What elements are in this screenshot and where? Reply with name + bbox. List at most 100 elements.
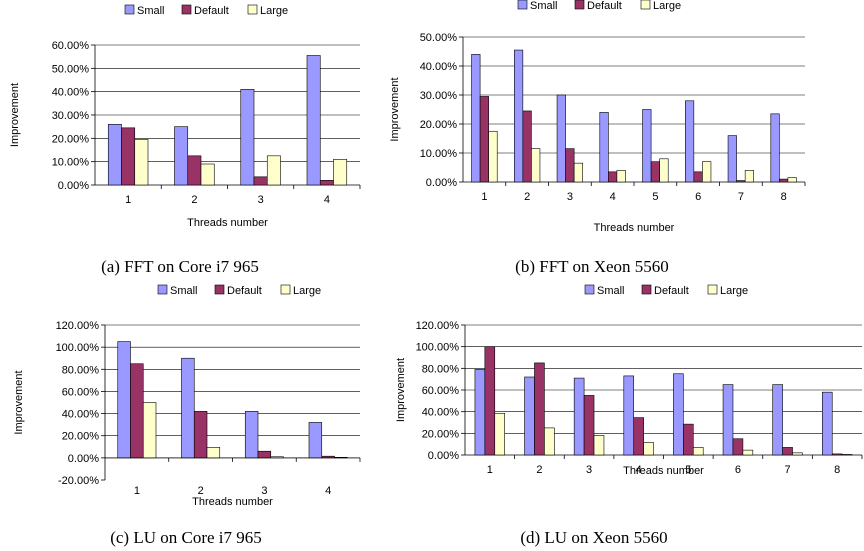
legend-label-default: Default [587, 0, 622, 12]
y-tick-label: 100.00% [416, 342, 460, 354]
bar-default-2 [187, 155, 202, 186]
bar-large-1 [134, 139, 149, 186]
bar-large-5 [692, 447, 704, 456]
x-tick-label: 1 [481, 191, 487, 203]
legend-label-large: Large [720, 285, 748, 297]
x-tick-label: 7 [738, 191, 744, 203]
bar-small-3 [573, 377, 585, 456]
bar-default-3 [583, 395, 595, 456]
bar-small-4 [599, 112, 609, 183]
y-tick-label: 50.00% [52, 63, 90, 75]
bar-default-8 [779, 178, 789, 183]
y-tick-label: -20.00% [58, 475, 99, 487]
bar-small-6 [722, 384, 734, 456]
bar-small-3 [240, 89, 255, 186]
legend-swatch-small [584, 284, 595, 295]
bar-default-1 [121, 127, 136, 186]
y-tick-label: 0.00% [68, 453, 99, 465]
bar-default-7 [736, 180, 746, 183]
bar-small-1 [117, 341, 131, 459]
y-tick-label: 40.00% [422, 407, 460, 419]
x-tick-label: 8 [834, 464, 840, 476]
x-tick-label: 6 [735, 464, 741, 476]
legend-label-large: Large [653, 0, 681, 12]
bar-default-2 [193, 411, 208, 459]
bar-small-4 [306, 55, 321, 186]
x-tick-label: 5 [685, 464, 691, 476]
y-tick-label: 80.00% [62, 364, 100, 376]
bar-large-1 [488, 130, 498, 183]
x-tick-label: 6 [695, 191, 701, 203]
bar-default-4 [321, 455, 335, 459]
bar-small-4 [623, 375, 635, 456]
y-tick-label: 20.00% [52, 133, 90, 145]
bar-small-2 [524, 376, 535, 456]
y-tick-label: 40.00% [52, 87, 90, 99]
x-tick-label: 3 [258, 194, 264, 206]
legend: Small Default Large [157, 284, 321, 297]
bar-default-2 [522, 110, 532, 183]
x-tick-label: 5 [652, 191, 658, 203]
bar-large-7 [744, 170, 755, 183]
bar-large-2 [531, 148, 541, 183]
bar-default-5 [650, 161, 660, 183]
bar-small-2 [174, 126, 189, 186]
y-tick-label: 50.00% [420, 32, 458, 44]
x-tick-label: 4 [636, 464, 642, 476]
x-tick-label: 1 [487, 464, 493, 476]
bar-large-2 [200, 163, 215, 186]
y-tick-label: 30.00% [420, 90, 458, 102]
bar-large-4 [616, 170, 626, 183]
bar-small-1 [471, 54, 481, 183]
legend-label-default: Default [654, 285, 689, 297]
bar-large-8 [841, 454, 853, 456]
bar-small-3 [244, 411, 259, 459]
legend-swatch-default [574, 0, 585, 10]
x-axis-title: Threads number [192, 496, 273, 508]
bar-large-5 [659, 158, 669, 183]
bar-large-2 [206, 447, 221, 459]
chart-panel-2: 0.00% 10.00% 20.00% 30.00% 40.00% 50.00% 1 2 3 4 5… [389, 0, 806, 276]
bar-large-8 [787, 177, 797, 183]
x-tick-label: 2 [198, 485, 204, 497]
bar-small-5 [642, 109, 652, 183]
bar-default-8 [831, 453, 843, 456]
bar-large-1 [142, 402, 157, 459]
bar-small-5 [673, 373, 684, 456]
bar-large-2 [544, 427, 555, 456]
y-tick-label: 20.00% [62, 431, 100, 443]
bar-large-6 [702, 161, 712, 183]
y-tick-label: 60.00% [422, 385, 460, 397]
legend-swatch-default [181, 4, 192, 15]
bar-small-7 [727, 135, 737, 183]
y-axis-title: Improvement [13, 370, 25, 434]
x-tick-label: 3 [261, 485, 267, 497]
bar-large-3 [270, 456, 284, 459]
legend-swatch-large [707, 284, 718, 295]
y-tick-label: 100.00% [56, 342, 100, 354]
figure-caption: (b) FFT on Xeon 5560 [515, 257, 669, 276]
bar-small-3 [556, 94, 566, 183]
bar-large-3 [573, 162, 584, 183]
bar-small-4 [308, 422, 323, 459]
legend-label-large: Large [293, 285, 321, 297]
bar-small-8 [770, 113, 780, 183]
bar-small-8 [821, 391, 833, 456]
legend-swatch-large [247, 4, 258, 15]
y-tick-label: 0.00% [58, 180, 89, 192]
legend-swatch-large [280, 284, 291, 295]
y-tick-label: 40.00% [62, 409, 100, 421]
chart-panel-1: 0.00% 10.00% 20.00% 30.00% 40.00% 50.00% 60.00… [9, 4, 361, 276]
y-tick-label: 60.00% [62, 386, 100, 398]
x-tick-label: 3 [586, 464, 592, 476]
bar-large-7 [792, 452, 803, 456]
x-tick-label: 7 [785, 464, 791, 476]
y-tick-label: 0.00% [426, 177, 457, 189]
bar-large-4 [333, 159, 348, 186]
y-tick-label: 120.00% [416, 320, 460, 332]
x-tick-label: 2 [191, 194, 197, 206]
bar-default-4 [319, 180, 334, 186]
legend-swatch-small [124, 4, 135, 15]
x-tick-label: 8 [781, 191, 787, 203]
